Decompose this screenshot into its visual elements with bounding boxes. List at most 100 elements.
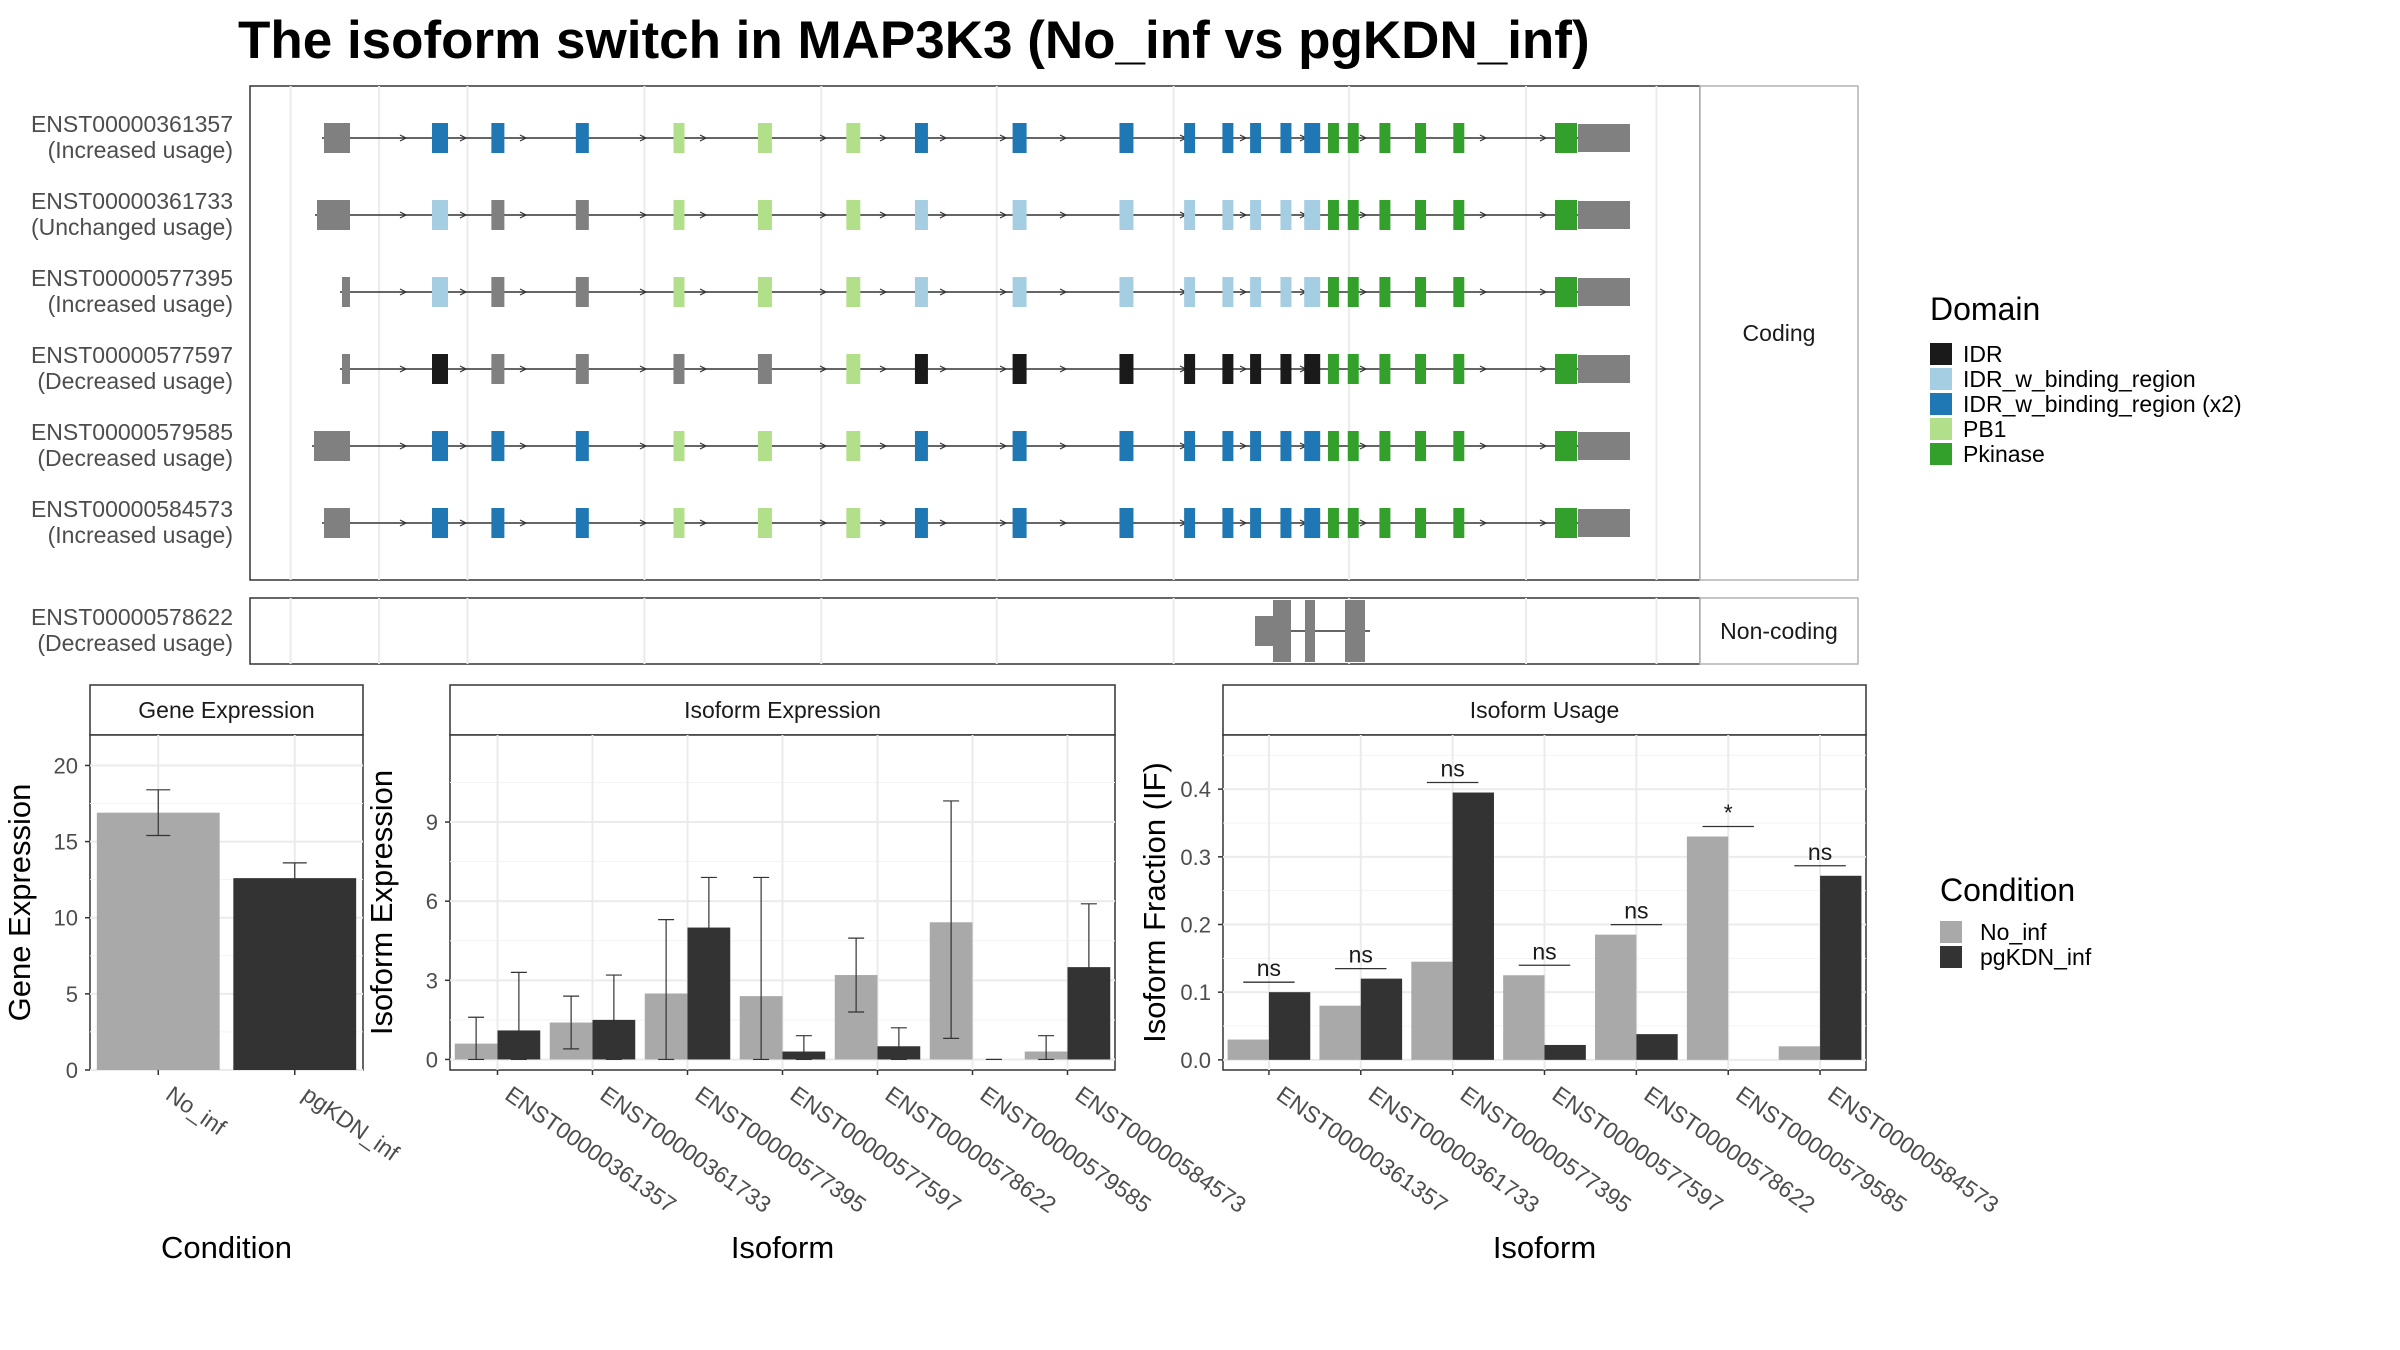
strand-arrow — [519, 519, 528, 527]
isoform-id-label: ENST00000361357 — [31, 111, 233, 137]
bar — [1360, 978, 1403, 1060]
x-tick-label: ENST00000579585 — [1731, 1081, 1911, 1218]
significance-label: ns — [1349, 942, 1373, 968]
strand-arrow — [879, 288, 888, 296]
exon — [1012, 123, 1027, 153]
exon — [1250, 200, 1262, 230]
exon — [1327, 431, 1339, 461]
exon — [673, 431, 685, 461]
exon — [1347, 508, 1359, 538]
exon — [757, 123, 772, 153]
strand-arrow — [1359, 211, 1368, 219]
exon — [1184, 277, 1196, 307]
strand-arrow — [519, 134, 528, 142]
strand-arrow — [1479, 134, 1488, 142]
legend-label: IDR_w_binding_region — [1963, 366, 2196, 392]
utr-3 — [1578, 509, 1630, 537]
exon — [1304, 123, 1321, 153]
exon — [914, 508, 928, 538]
exon — [491, 277, 505, 307]
legend-swatch — [1940, 946, 1962, 968]
strand-arrow — [1539, 519, 1548, 527]
strand-arrow — [1539, 442, 1548, 450]
bar-panel: Isoform Expression0369ENST00000361357ENS… — [364, 684, 1251, 1265]
exon — [491, 508, 505, 538]
exon — [1250, 277, 1262, 307]
exon — [1555, 431, 1577, 461]
strand-arrow — [819, 288, 828, 296]
strand-arrow — [1479, 442, 1488, 450]
exon — [914, 123, 928, 153]
strand-arrow — [639, 365, 648, 373]
panel-strip — [449, 684, 1116, 736]
strand-arrow — [399, 288, 408, 296]
exon — [1327, 354, 1339, 384]
exon — [673, 277, 685, 307]
utr-5 — [317, 200, 350, 230]
exon — [1184, 123, 1196, 153]
bar-panel: Isoform Usage 0.0 0.1 0.2 0.3 0.4 ENST00000361… — [1137, 684, 2004, 1265]
utr-5 — [342, 277, 350, 307]
exon — [1184, 200, 1196, 230]
bar — [1503, 975, 1545, 1060]
exon — [914, 277, 928, 307]
strand-arrow — [459, 519, 468, 527]
panel-strip — [1699, 85, 1859, 581]
strand-arrow — [639, 519, 648, 527]
exon — [1345, 600, 1365, 662]
x-tick-label: pgKDN_inf — [298, 1081, 405, 1166]
strand-arrow — [999, 442, 1008, 450]
figure-title: The isoform switch in MAP3K3 (No_inf vs … — [238, 11, 1590, 70]
bar — [1268, 992, 1311, 1060]
exon — [1273, 600, 1291, 662]
isoform-track: ENST00000584573(Increased usage) — [31, 496, 1630, 548]
isoform-track: ENST00000579585(Decreased usage) — [31, 419, 1630, 471]
y-tick-label: 15 — [54, 830, 78, 855]
legend-swatch — [1930, 443, 1952, 465]
exon — [1119, 354, 1134, 384]
panel-strip-label: Non-coding — [1720, 618, 1838, 644]
exon — [1327, 508, 1339, 538]
strand-arrow — [1239, 211, 1248, 219]
exon — [491, 200, 505, 230]
y-tick-label: 0.2 — [1180, 912, 1211, 937]
isoform-id-label: ENST00000578622 — [31, 604, 233, 630]
exon — [1415, 277, 1427, 307]
exon — [914, 200, 928, 230]
exon — [1555, 123, 1577, 153]
exon — [1555, 354, 1577, 384]
exon — [1304, 354, 1321, 384]
utr-5 — [324, 508, 350, 538]
strand-arrow — [1539, 288, 1548, 296]
y-tick-label: 9 — [426, 810, 438, 835]
x-tick-label: ENST00000577395 — [1456, 1081, 1636, 1218]
y-tick-label: 10 — [54, 906, 78, 931]
strand-arrow — [1239, 365, 1248, 373]
strand-arrow — [459, 442, 468, 450]
strand-arrow — [459, 365, 468, 373]
exon — [432, 200, 449, 230]
exon — [1379, 123, 1391, 153]
strand-arrow — [1479, 519, 1488, 527]
strand-arrow — [639, 211, 648, 219]
legend-label: PB1 — [1963, 416, 2006, 442]
strand-arrow — [399, 519, 408, 527]
exon — [1415, 123, 1427, 153]
strand-arrow — [699, 211, 708, 219]
isoform-track-noncoding: ENST00000578622(Decreased usage) — [31, 600, 1370, 662]
strand-arrow — [519, 365, 528, 373]
strand-arrow — [819, 134, 828, 142]
isoform-usage-label: (Increased usage) — [48, 291, 233, 317]
strand-arrow — [1059, 211, 1068, 219]
exon — [1379, 431, 1391, 461]
y-axis-label: Gene Expression — [2, 784, 37, 1022]
bar — [96, 812, 220, 1070]
exon — [1347, 123, 1359, 153]
exon — [1222, 431, 1234, 461]
exon — [914, 431, 928, 461]
strand-arrow — [1359, 288, 1368, 296]
exon — [1555, 277, 1577, 307]
strand-arrow — [999, 288, 1008, 296]
